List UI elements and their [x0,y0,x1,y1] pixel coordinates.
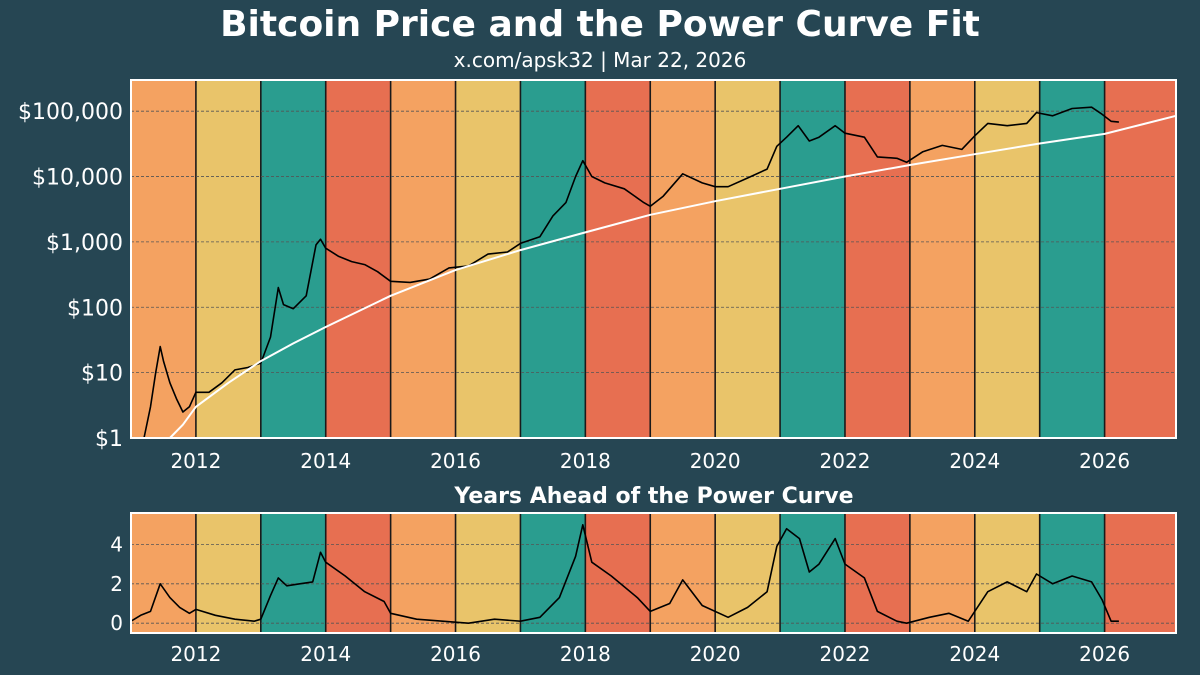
series-line-bitcoin-price [131,106,1119,439]
top-chart-x-axis: 2012 2014 2016 2018 2020 2022 2024 2026 [170,449,1130,473]
bottom-chart-frame [130,512,1177,634]
band-4 [390,80,456,438]
band-15 [1104,80,1176,438]
x-tick-label: 2022 [820,449,871,473]
x-tick-label: 2024 [949,449,1000,473]
x-tick-label: 2016 [430,642,481,666]
band-14 [1039,80,1105,438]
x-tick-label: 2018 [560,642,611,666]
bottom-chart-bands [131,513,1176,633]
band-6 [520,80,586,438]
band-10 [780,513,845,633]
band-12 [909,80,975,438]
y-tick-label: $100,000 [18,100,123,125]
y-tick-label: 0 [110,611,123,635]
bottom-chart-title: Years Ahead of the Power Curve [453,484,853,509]
band-2 [260,513,326,633]
x-tick-label: 2014 [300,449,351,473]
band-12 [909,513,975,633]
y-tick-label: $1,000 [46,231,123,256]
top-chart-bands [131,80,1176,438]
y-tick-label: $100 [67,296,123,321]
band-5 [455,513,521,633]
band-1 [195,513,261,633]
chart-title: Bitcoin Price and the Power Curve Fit [220,4,980,45]
band-7 [585,80,651,438]
band-3 [325,80,391,438]
band-7 [585,513,651,633]
band-11 [844,513,910,633]
band-8 [650,80,716,438]
band-5 [455,80,521,438]
series-line-power-curve-fit [169,114,1177,439]
x-tick-label: 2020 [690,642,741,666]
y-tick-label: $10 [81,362,123,387]
x-tick-label: 2012 [170,642,221,666]
band-0 [131,513,196,633]
band-13 [974,80,1040,438]
band-9 [715,80,781,438]
bottom-chart-x-axis: 2012 2014 2016 2018 2020 2022 2024 2026 [170,642,1130,666]
bottom-chart-lines [130,524,1119,624]
x-tick-label: 2024 [949,642,1000,666]
band-13 [974,513,1040,633]
x-tick-label: 2012 [170,449,221,473]
x-tick-label: 2026 [1079,449,1130,473]
band-3 [325,513,391,633]
band-11 [844,80,910,438]
band-1 [195,80,261,438]
x-tick-label: 2014 [300,642,351,666]
band-9 [715,513,781,633]
y-tick-label: 4 [110,532,123,556]
top-chart-lines [131,106,1177,439]
band-0 [131,80,196,438]
bottom-chart-y-axis: 0 2 4 [110,532,123,635]
x-tick-label: 2022 [820,642,871,666]
x-tick-label: 2020 [690,449,741,473]
y-tick-label: $1 [95,427,123,452]
top-chart-y-axis: $1 $10 $100 $1,000 $10,000 $100,000 [18,100,123,452]
y-tick-label: $10,000 [32,166,123,191]
band-6 [520,513,586,633]
x-tick-label: 2016 [430,449,481,473]
series-line-years-ahead [130,524,1119,624]
band-8 [650,513,716,633]
top-chart-frame [130,79,1177,439]
x-tick-label: 2026 [1079,642,1130,666]
y-tick-label: 2 [110,572,123,596]
x-tick-label: 2018 [560,449,611,473]
band-4 [390,513,456,633]
band-14 [1039,513,1105,633]
chart-subtitle: x.com/apsk32 | Mar 22, 2026 [453,48,747,72]
band-15 [1104,513,1176,633]
band-2 [260,80,326,438]
